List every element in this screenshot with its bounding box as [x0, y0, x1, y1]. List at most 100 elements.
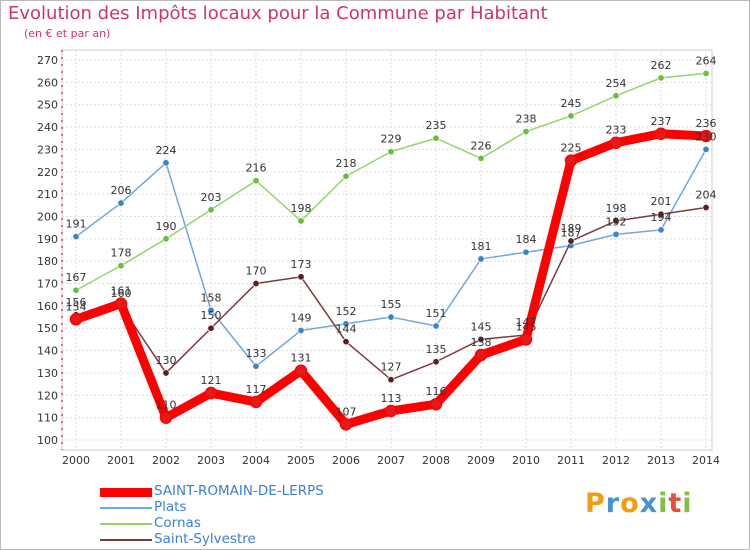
logo-letter: i	[682, 488, 693, 519]
legend-swatch-saint-romain	[100, 488, 152, 497]
data-label: 216	[246, 162, 267, 175]
data-point	[609, 136, 623, 149]
data-point	[387, 313, 395, 321]
y-tick-label: 230	[37, 143, 58, 156]
data-label: 144	[336, 323, 357, 336]
x-tick-label: 2012	[602, 454, 630, 467]
x-tick-label: 2003	[197, 454, 225, 467]
logo-letter: P	[585, 488, 606, 519]
data-label: 204	[696, 189, 717, 202]
chart-subtitle: (en € et par an)	[24, 27, 111, 40]
data-point	[162, 235, 170, 243]
data-label: 151	[426, 307, 447, 320]
x-tick-label: 2000	[62, 454, 90, 467]
plot-area	[61, 49, 713, 451]
data-label: 117	[246, 383, 267, 396]
data-label: 201	[651, 195, 672, 208]
data-point	[207, 306, 215, 314]
x-tick-label: 2002	[152, 454, 180, 467]
data-point	[474, 348, 488, 362]
data-point	[657, 74, 665, 82]
data-point	[69, 313, 83, 326]
data-point	[564, 154, 578, 167]
data-label: 264	[696, 54, 717, 67]
y-tick-label: 240	[37, 121, 58, 134]
y-tick-label: 210	[37, 188, 58, 201]
data-label: 229	[381, 133, 402, 146]
data-label: 147	[516, 316, 537, 329]
data-point	[612, 230, 620, 238]
data-point	[297, 326, 305, 334]
data-label: 181	[471, 240, 492, 253]
data-label: 160	[111, 287, 132, 300]
data-point	[567, 237, 575, 245]
x-tick-label: 2007	[377, 454, 405, 467]
data-point	[657, 226, 665, 234]
data-label: 145	[471, 320, 492, 333]
data-point	[204, 386, 218, 400]
x-tick-label: 2004	[242, 454, 270, 467]
x-tick-label: 2011	[557, 454, 585, 467]
data-label: 131	[291, 352, 312, 365]
legend-label-cornas: Cornas	[154, 515, 201, 531]
data-label: 236	[696, 117, 717, 130]
data-label: 127	[381, 361, 402, 374]
data-label: 237	[651, 115, 672, 128]
legend-label-saint-romain: SAINT-ROMAIN-DE-LERPS	[154, 483, 324, 499]
data-point	[384, 404, 398, 418]
y-tick-label: 130	[37, 367, 58, 380]
data-point	[297, 273, 305, 281]
x-tick-label: 2008	[422, 454, 450, 467]
data-label: 233	[606, 124, 627, 137]
data-point	[117, 262, 125, 270]
data-point	[72, 233, 80, 241]
data-label: 192	[606, 215, 627, 228]
data-label: 155	[381, 298, 402, 311]
legend-swatch-cornas	[100, 523, 152, 525]
data-label: 110	[156, 399, 177, 412]
data-label: 189	[561, 222, 582, 235]
data-label: 262	[651, 59, 672, 72]
data-label: 230	[696, 130, 717, 143]
data-label: 152	[336, 305, 357, 318]
data-point	[432, 358, 440, 366]
y-tick-label: 260	[37, 76, 58, 89]
data-point	[249, 395, 263, 409]
y-tick-label: 220	[37, 166, 58, 179]
data-label: 191	[66, 218, 87, 231]
data-label: 187	[561, 227, 582, 240]
data-point	[702, 204, 710, 212]
data-label: 135	[426, 343, 447, 356]
data-point	[612, 217, 620, 225]
data-point	[339, 418, 353, 431]
data-point	[654, 127, 668, 141]
data-label: 154	[66, 300, 87, 313]
data-point	[429, 397, 443, 411]
data-label: 245	[561, 97, 582, 110]
data-label: 190	[156, 220, 177, 233]
x-tick-label: 2013	[647, 454, 675, 467]
data-label: 107	[336, 405, 357, 418]
data-label: 138	[471, 336, 492, 349]
data-point	[657, 210, 665, 218]
data-label: 235	[426, 119, 447, 132]
y-tick-label: 190	[37, 233, 58, 246]
data-point	[294, 364, 308, 377]
data-label: 218	[336, 157, 357, 170]
data-point	[702, 69, 710, 77]
data-label: 145	[516, 320, 537, 333]
data-point	[387, 376, 395, 384]
x-tick-label: 2014	[692, 454, 720, 467]
logo-letter: t	[668, 488, 683, 519]
data-point	[477, 154, 485, 162]
data-point	[477, 335, 485, 343]
logo-letter: i	[658, 488, 669, 519]
y-tick-label: 150	[37, 322, 58, 335]
data-point	[432, 134, 440, 142]
y-tick-label: 170	[37, 278, 58, 291]
data-point	[252, 177, 260, 185]
data-point	[342, 320, 350, 328]
y-tick-label: 200	[37, 210, 58, 223]
data-label: 161	[111, 285, 132, 298]
